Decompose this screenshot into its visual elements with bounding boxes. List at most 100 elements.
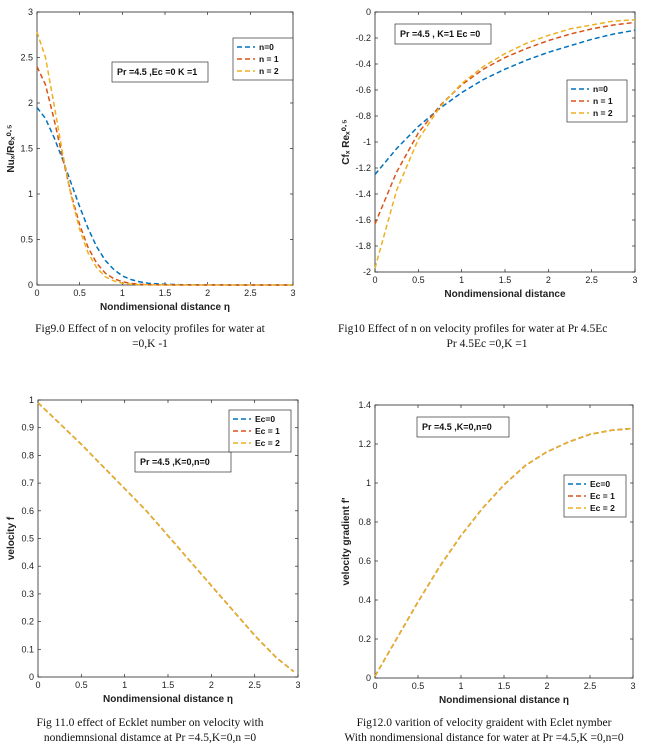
x-tick-label: 0: [35, 680, 40, 690]
x-axis-label: Nondimensional distance η: [100, 302, 230, 313]
chart-1: 0 0.5 1 1.5 2 2.5 3 0 0.5 1 1.5 2 2.5 3 Nondimensional…: [6, 7, 296, 313]
y-tick-label: 0.5: [20, 235, 33, 245]
y-tick-label: 0.4: [358, 595, 371, 605]
y-tick-label: 2: [28, 98, 33, 108]
legend-label: n = 1: [593, 96, 613, 106]
y-tick-label: -0.2: [355, 33, 371, 43]
legend-label: Ec = 2: [590, 503, 615, 513]
y-tick-label: 0: [366, 673, 371, 683]
y-tick-label: 0.4: [21, 561, 34, 571]
annotation-text: Pr =4.5 ,Ec =0 K =1: [117, 67, 197, 77]
series-line: [374, 29, 636, 175]
y-tick-label: -1.2: [355, 163, 371, 173]
annotation-text: Pr =4.5 , K=1 Ec =0: [400, 29, 480, 39]
y-tick-label: -1.4: [355, 189, 371, 199]
y-tick-label: 1.2: [358, 439, 371, 449]
y-tick-label: 0.1: [21, 644, 34, 654]
series-line: [37, 402, 295, 673]
annotation-box: [394, 23, 492, 45]
x-tick-label: 0: [372, 275, 377, 285]
x-axis-label: Nondimensional distance: [444, 289, 566, 300]
caption-fig10: Fig10 Effect of n on velocity profiles f…: [320, 322, 654, 352]
x-tick-label: 2: [544, 681, 549, 691]
x-tick-label: 2: [209, 680, 214, 690]
y-axis-label: Cfₓ Reₓ⁰·⁵: [341, 119, 352, 165]
y-axis-label: velocity f: [6, 516, 17, 560]
caption-fig11: Fig 11.0 effect of Ecklet number on velo…: [0, 716, 300, 746]
x-axis-label: Nondimensional distance η: [439, 695, 569, 706]
x-axis-label: Nondimensional distance η: [103, 694, 233, 705]
chart-4: 0 0.5 1 1.5 2 2.5 3 0 0.2 0.4 0.6 0.8 1 1.2 1.4 Nondime…: [341, 400, 636, 706]
x-tick-label: 0.5: [75, 680, 88, 690]
y-tick-label: 0: [366, 7, 371, 17]
legend-label: Ec=0: [590, 479, 610, 489]
x-tick-label: 0.5: [412, 681, 425, 691]
x-tick-label: 3: [290, 288, 295, 298]
caption-line: Pr 4.5Ec =0,K =1: [446, 338, 528, 350]
y-tick-label: 0.6: [358, 556, 371, 566]
caption-line: nondiemnsional distamce at Pr =4.5,K=0,n…: [43, 732, 257, 744]
x-tick-label: 1.5: [498, 681, 511, 691]
x-tick-label: 3: [632, 275, 637, 285]
x-tick-label: 1: [120, 288, 125, 298]
x-tick-label: 1.5: [159, 288, 172, 298]
x-tick-label: 1: [122, 680, 127, 690]
legend-label: Ec=0: [255, 414, 275, 424]
x-tick-label: 1: [458, 681, 463, 691]
legend-label: n = 2: [593, 108, 613, 118]
legend-box: [566, 79, 628, 123]
y-tick-label: -0.4: [355, 59, 371, 69]
legend-label: Ec = 2: [255, 438, 280, 448]
y-tick-label: -2: [363, 267, 371, 277]
legend-label: n=0: [593, 84, 608, 94]
y-tick-label: -0.8: [355, 111, 371, 121]
caption-line: With nondimensional distance for water a…: [344, 732, 624, 744]
plot-area: [374, 404, 634, 679]
annotation-text: Pr =4.5 ,K=0,n=0: [422, 422, 492, 432]
series-line: [374, 19, 636, 269]
y-tick-label: 1: [366, 478, 371, 488]
y-tick-label: 0.2: [358, 634, 371, 644]
legend-label: n = 1: [259, 54, 279, 64]
y-tick-label: 1: [29, 395, 34, 405]
legend-label: Ec = 1: [255, 426, 280, 436]
annotation-box: [416, 416, 510, 438]
series-line: [36, 66, 293, 286]
y-tick-label: 3: [28, 7, 33, 17]
y-tick-label: 0.7: [21, 478, 34, 488]
caption-line: Fig9.0 Effect of n on velocity profiles …: [35, 323, 265, 335]
y-axis-label: velocity gradient f': [341, 498, 352, 586]
y-tick-label: 0.6: [21, 506, 34, 516]
x-tick-label: 2.5: [244, 288, 257, 298]
y-tick-label: 0: [29, 672, 34, 682]
x-tick-label: 2: [546, 275, 551, 285]
x-tick-label: 2.5: [584, 681, 597, 691]
legend-box: [232, 37, 294, 81]
y-tick-label: 0.9: [21, 423, 34, 433]
chart-2: 0 0.5 1 1.5 2 2.5 3 0 -0.2 -0.4 -0.6 -0.8 -1 -1.2 -1.4…: [341, 7, 638, 300]
legend-label: n = 2: [259, 66, 279, 76]
x-tick-label: 0: [372, 681, 377, 691]
series-line: [36, 31, 293, 286]
legend-label: Ec = 1: [590, 491, 615, 501]
chart-3: 0 0.5 1 1.5 2 2.5 3 0 0.1 0.2 0.3 0.4 0.5 0.6 0.7 0.8 0.…: [6, 395, 301, 705]
y-tick-label: -1: [363, 137, 371, 147]
y-axis-label: Nuₓ/Reₓ⁰·⁵: [6, 124, 17, 173]
y-tick-label: 0.5: [21, 534, 34, 544]
y-tick-label: -1.6: [355, 215, 371, 225]
caption-fig12: Fig12.0 varition of velocity graident wi…: [314, 716, 654, 746]
caption-line: Fig10 Effect of n on velocity profiles f…: [338, 323, 608, 335]
y-tick-label: 0.8: [358, 517, 371, 527]
legend-box: [228, 409, 292, 453]
series-line: [374, 21, 636, 225]
x-tick-label: 1.5: [162, 680, 175, 690]
x-tick-label: 1.5: [499, 275, 512, 285]
x-tick-label: 2: [205, 288, 210, 298]
x-tick-label: 2.5: [585, 275, 598, 285]
y-tick-label: -0.6: [355, 85, 371, 95]
x-tick-label: 3: [630, 681, 635, 691]
caption-line: =0,K -1: [132, 338, 168, 350]
annotation-box: [111, 61, 209, 83]
annotation-box: [134, 451, 232, 473]
legend-box: [563, 474, 627, 518]
